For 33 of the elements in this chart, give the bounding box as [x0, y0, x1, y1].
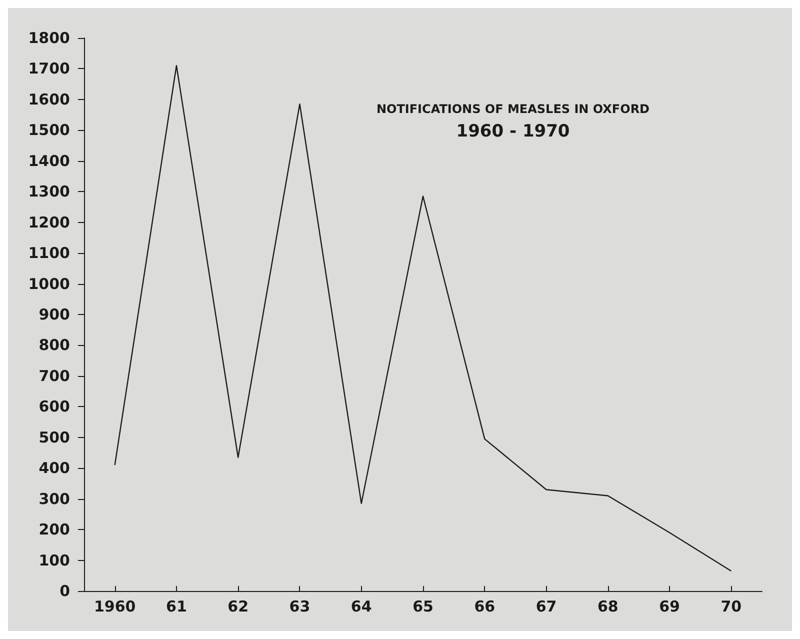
y-tick-label: 1300	[28, 182, 70, 201]
text: 1960 - 1970	[456, 122, 570, 142]
y-tick-label: 0	[60, 582, 70, 600]
line-series	[114, 65, 732, 572]
y-tick-label: 1100	[28, 244, 70, 262]
x-tick-label: 1960	[94, 598, 136, 616]
x-tick-label: 69	[659, 598, 680, 616]
x-tick-label: 70	[720, 598, 742, 616]
x-tick-label: 64	[350, 598, 372, 616]
x-tick-label: 62	[228, 598, 249, 616]
y-tick-label: 1000	[28, 274, 70, 293]
x-tick-label: 67	[536, 598, 557, 616]
y-tick-label: 100	[38, 551, 70, 570]
y-tick-label: 1800	[28, 29, 70, 47]
y-tick-label: 300	[38, 490, 70, 508]
x-tick-label: 68	[597, 598, 618, 616]
text: NOTIFICATIONS OF MEASLES IN OXFORD	[376, 102, 650, 116]
y-tick-label: 1200	[28, 213, 70, 232]
y-tick-label: 200	[38, 520, 70, 539]
x-tick-label: 65	[412, 598, 434, 616]
y-tick-label: 700	[38, 366, 70, 385]
x-tick-label: 61	[166, 598, 187, 616]
y-tick-label: 1700	[28, 60, 70, 78]
y-tick-label: 600	[38, 398, 70, 416]
x-tick-label: 66	[474, 598, 496, 616]
y-tick-label: 1600	[28, 90, 70, 108]
y-tick-label: 900	[38, 306, 70, 324]
x-tick-label: 63	[289, 598, 310, 616]
y-tick-label: 1500	[28, 121, 70, 140]
y-tick-label: 1400	[28, 152, 70, 170]
y-tick-label: 400	[38, 459, 70, 478]
y-tick-label: 800	[38, 336, 70, 354]
y-tick-label: 500	[38, 428, 70, 446]
